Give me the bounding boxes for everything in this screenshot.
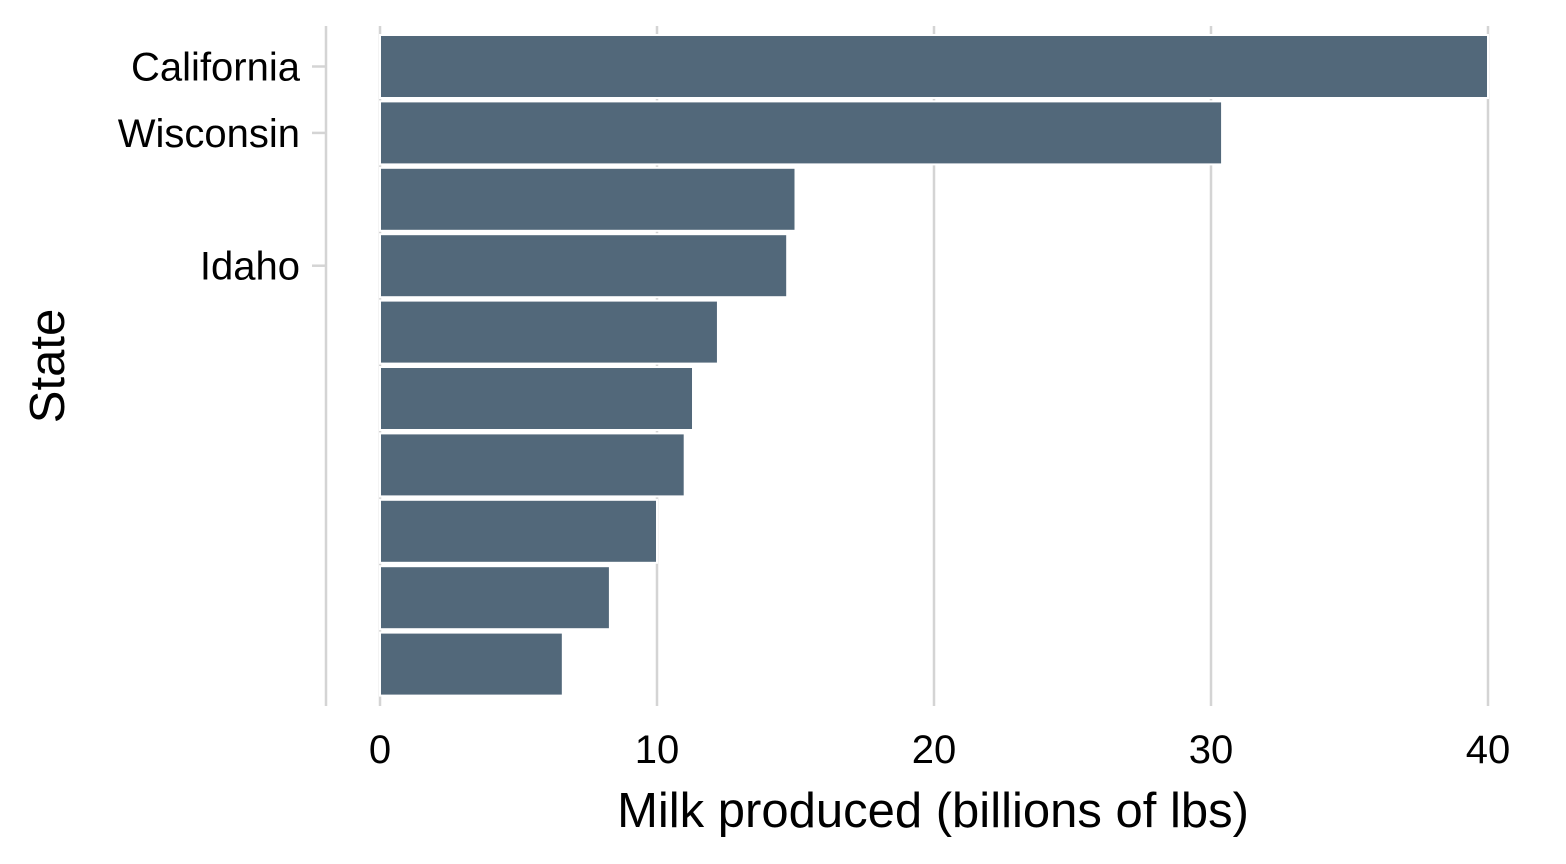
x-tick-label: 30: [1189, 728, 1234, 772]
y-tick-label: California: [131, 46, 301, 90]
y-axis-tick-labels: California Wisconsin Idaho: [118, 46, 301, 289]
bar: [379, 299, 719, 365]
x-axis-tick-labels: 0 10 20 30 40: [369, 728, 1510, 772]
x-tick-label: 10: [635, 728, 680, 772]
bar: [379, 166, 797, 232]
bar: [379, 233, 789, 299]
y-axis-title: State: [21, 309, 75, 423]
bar: [379, 366, 695, 431]
x-tick-label: 20: [912, 728, 957, 772]
bar: [379, 100, 1224, 166]
bar: [379, 432, 686, 498]
y-tick-label: Wisconsin: [118, 112, 300, 156]
bar: [379, 498, 658, 564]
x-tick-label: 0: [369, 728, 391, 772]
x-tick-label: 40: [1466, 728, 1511, 772]
x-axis-title: Milk produced (billions of lbs): [617, 784, 1249, 838]
bar: [379, 34, 1489, 99]
bar: [379, 631, 564, 697]
bars: [379, 34, 1489, 697]
y-tick-label: Idaho: [200, 245, 300, 289]
y-axis: [312, 26, 328, 706]
bar: [379, 565, 611, 631]
